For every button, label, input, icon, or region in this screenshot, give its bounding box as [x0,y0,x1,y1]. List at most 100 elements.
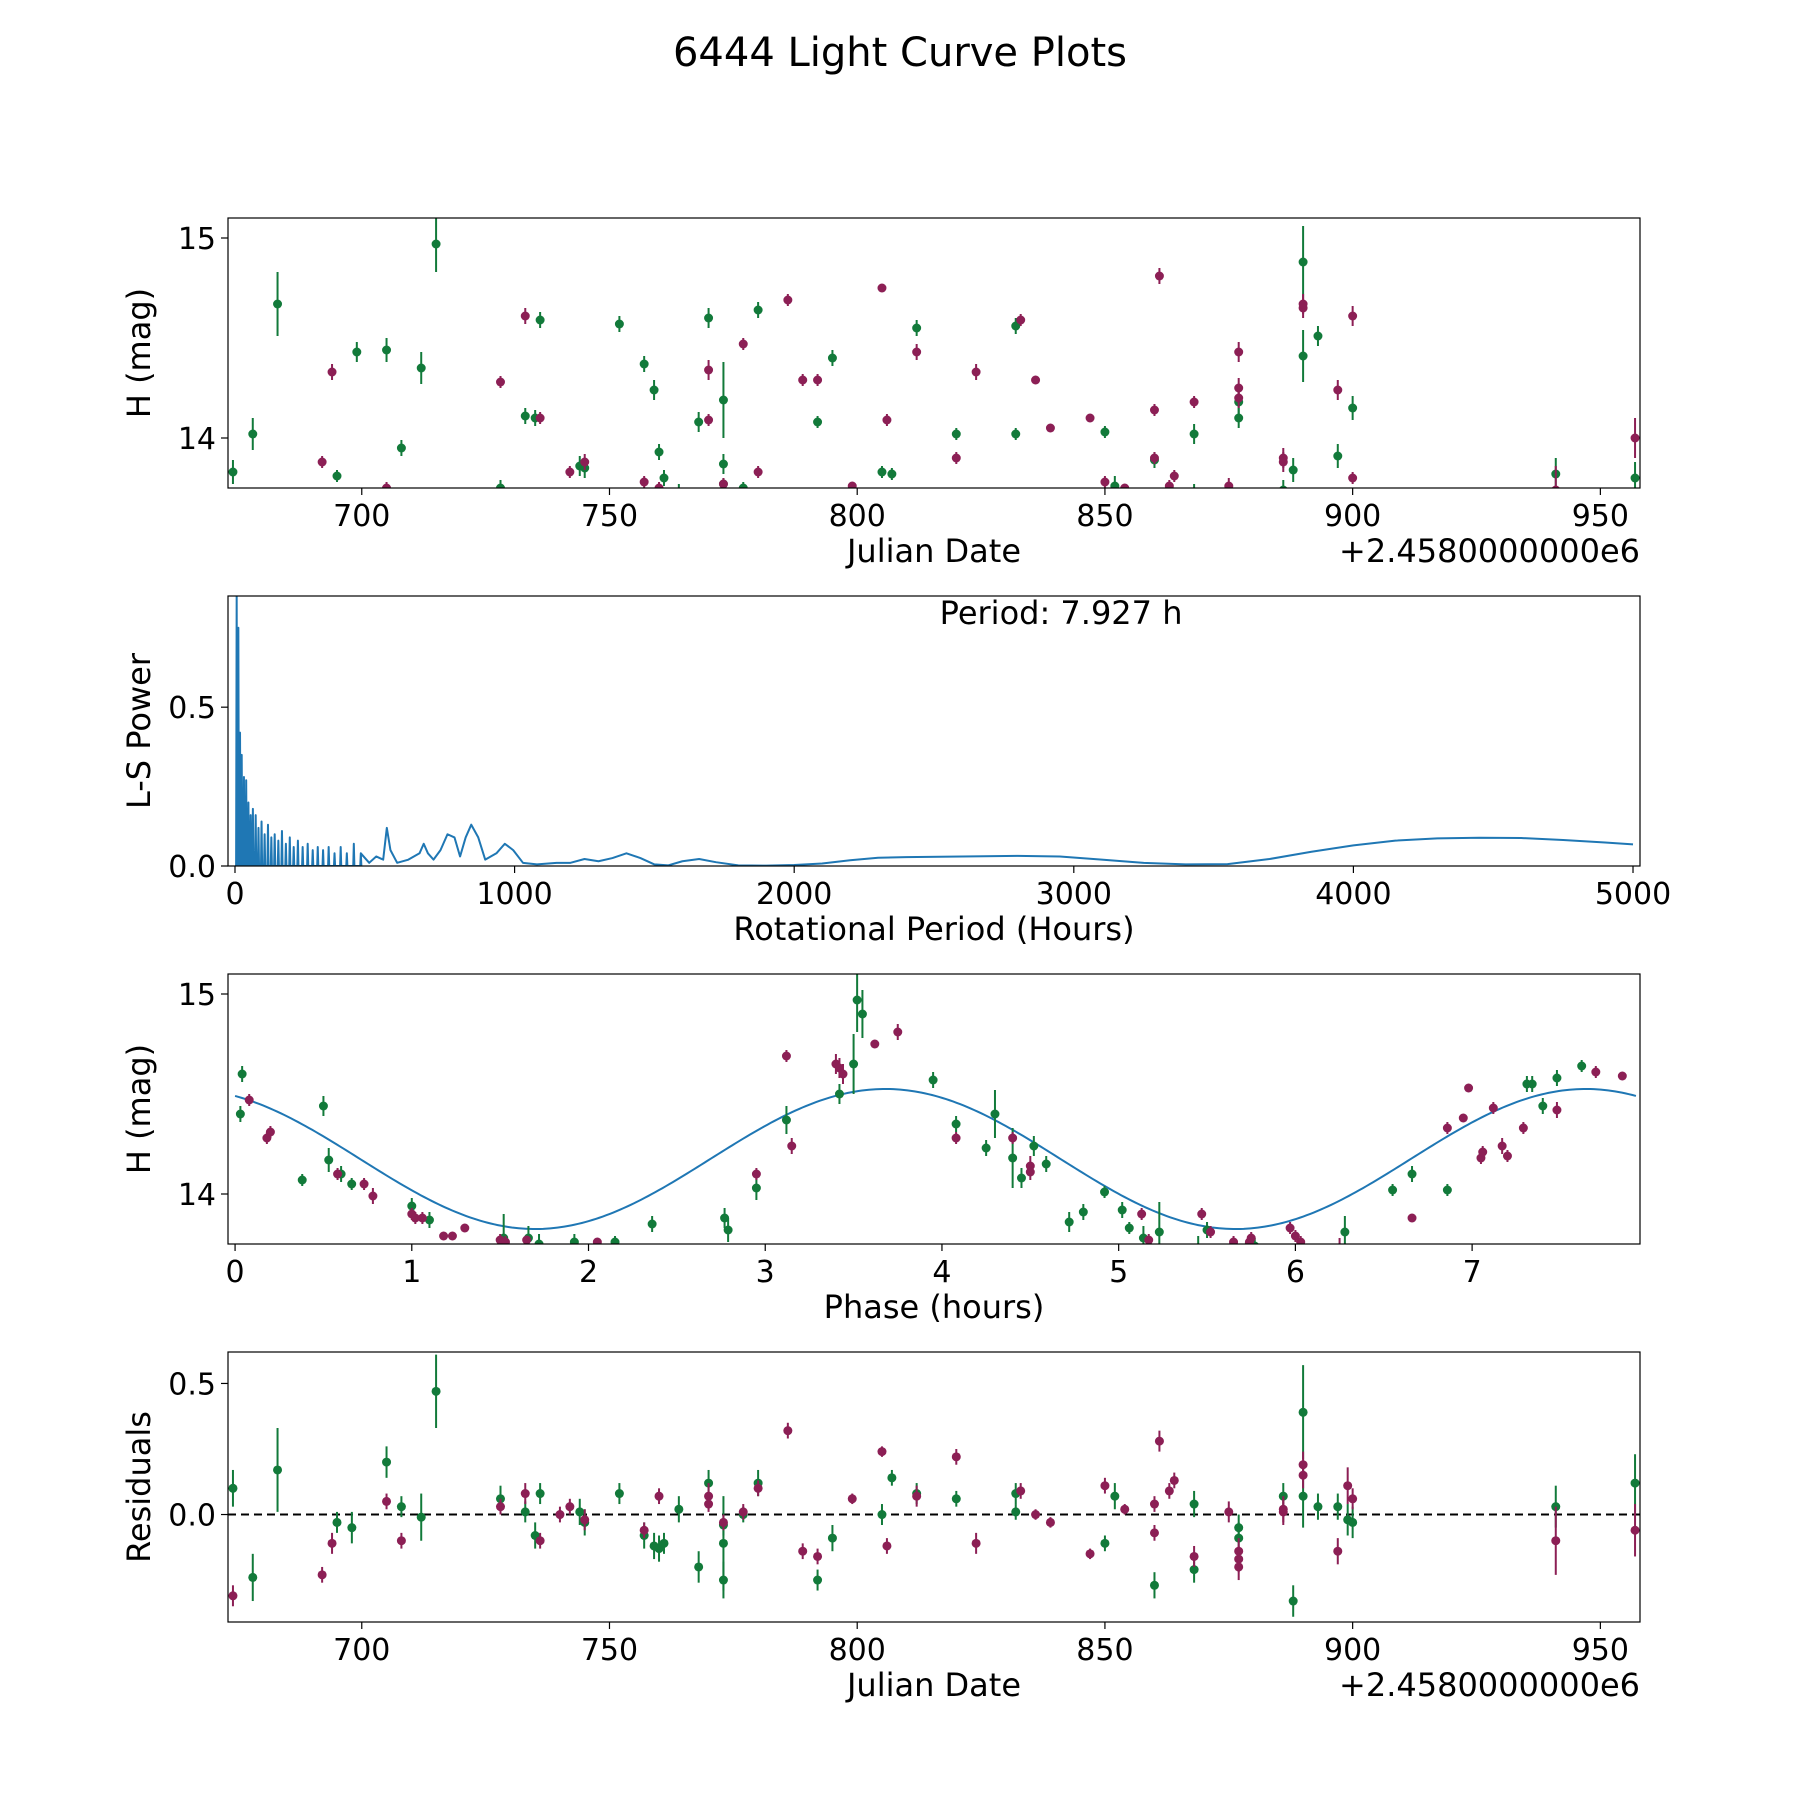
data-point-magenta [1031,1510,1041,1520]
data-point-green [1078,1207,1088,1217]
phase-panel: 0 1 2 3 4 5 6 7 14 15 Phase (hours) H (mag) [120,973,1641,1326]
data-point-green [610,1237,620,1244]
data-point-green [852,995,862,1005]
data-point-green [324,1155,334,1165]
data-point-green [575,1507,585,1517]
axes-frame [227,595,1641,867]
data-point-magenta [704,1499,714,1509]
data-point-magenta [1229,1237,1239,1244]
data-point-magenta [1502,1151,1512,1161]
data-point-green [273,1465,283,1475]
data-point-magenta [882,1541,892,1551]
data-point-magenta [1298,299,1308,309]
data-point-magenta [565,1502,575,1512]
data-point-magenta [1031,375,1041,385]
data-point-green [1016,1173,1026,1183]
data-point-magenta [382,1496,392,1506]
data-point-magenta [781,1051,791,1061]
data-point-green [704,313,714,323]
data-point-green [347,1523,357,1533]
data-point-green [951,429,961,439]
x-axis-offset-label: +2.4580000000e6 [1339,1666,1640,1704]
data-point-magenta [882,415,892,425]
x-tick-label: 2 [579,1255,598,1290]
data-point-magenta [1278,1504,1288,1514]
data-point-green [1234,413,1244,423]
data-point-green [1298,1407,1308,1417]
data-point-green [990,1109,1000,1119]
data-point-magenta [1120,1504,1130,1514]
data-point-green [1313,1502,1323,1512]
data-point-magenta [580,1515,590,1525]
data-point-green [1348,403,1358,413]
data-point-green [228,467,238,477]
data-point-magenta [1478,1147,1488,1157]
data-point-green [1527,1079,1537,1089]
data-point-magenta [1045,423,1055,433]
data-point-green [1154,1227,1164,1237]
data-point-green [1313,331,1323,341]
data-point-magenta [520,1489,530,1499]
data-point-magenta [1164,1486,1174,1496]
x-tick-label: 950 [1572,499,1629,534]
y-tick-label: 0.0 [168,1499,216,1534]
data-point-green [834,1089,844,1099]
data-point-green [647,1219,657,1229]
data-point-green [1552,1073,1562,1083]
data-point-green [654,447,664,457]
data-point-green [248,1572,258,1582]
data-point-green [849,1059,859,1069]
x-tick-label: 850 [1076,499,1133,534]
x-tick-label: 0 [226,1255,245,1290]
data-point-magenta [912,347,922,357]
data-point-green [928,1075,938,1085]
data-point-magenta [1016,315,1026,325]
data-point-magenta [1333,1546,1343,1556]
data-point-green [981,1143,991,1153]
data-point-magenta [787,1141,797,1151]
data-point-magenta [1630,1525,1640,1535]
data-point-magenta [1234,393,1244,403]
data-point-green [1064,1217,1074,1227]
axes-frame [227,217,1641,489]
data-point-green [951,1494,961,1504]
data-point-magenta [1348,1494,1358,1504]
data-point-magenta [1045,1517,1055,1527]
data-point-green [718,395,728,405]
data-point-magenta [1085,413,1095,423]
period-annotation: Period: 7.927 h [940,594,1183,632]
data-point-green [753,305,763,315]
data-point-magenta [1008,1133,1018,1143]
axes-frame [227,1351,1641,1623]
data-point-green [237,1069,247,1079]
x-tick-label: 750 [581,1633,638,1668]
data-point-magenta [439,1231,449,1241]
data-point-magenta [1224,1507,1234,1517]
data-point-magenta [228,1591,238,1601]
x-tick-label: 950 [1572,1633,1629,1668]
data-point-green [751,1183,761,1193]
data-point-magenta [333,1169,343,1179]
data-point-green [1333,1502,1343,1512]
data-point-magenta [654,1491,664,1501]
data-point-magenta [847,481,857,488]
periodogram-panel: Period: 7.927 h 0 1000 2000 3000 4000 5000 0.0 0… [120,594,1671,948]
data-point-green [659,473,669,483]
data-point-magenta [535,1536,545,1546]
x-tick-label: 2000 [756,877,832,912]
data-point-magenta [1333,385,1343,395]
data-point-green [1442,1185,1452,1195]
data-point-green [639,359,649,369]
data-point-green [382,345,392,355]
data-point-green [951,1119,961,1129]
data-point-green [912,323,922,333]
data-point-magenta [813,375,823,385]
data-point-green [720,1213,730,1223]
data-point-green [1348,1517,1358,1527]
data-point-green [1340,1227,1350,1237]
data-point-magenta [951,1133,961,1143]
data-point-magenta [1154,271,1164,281]
